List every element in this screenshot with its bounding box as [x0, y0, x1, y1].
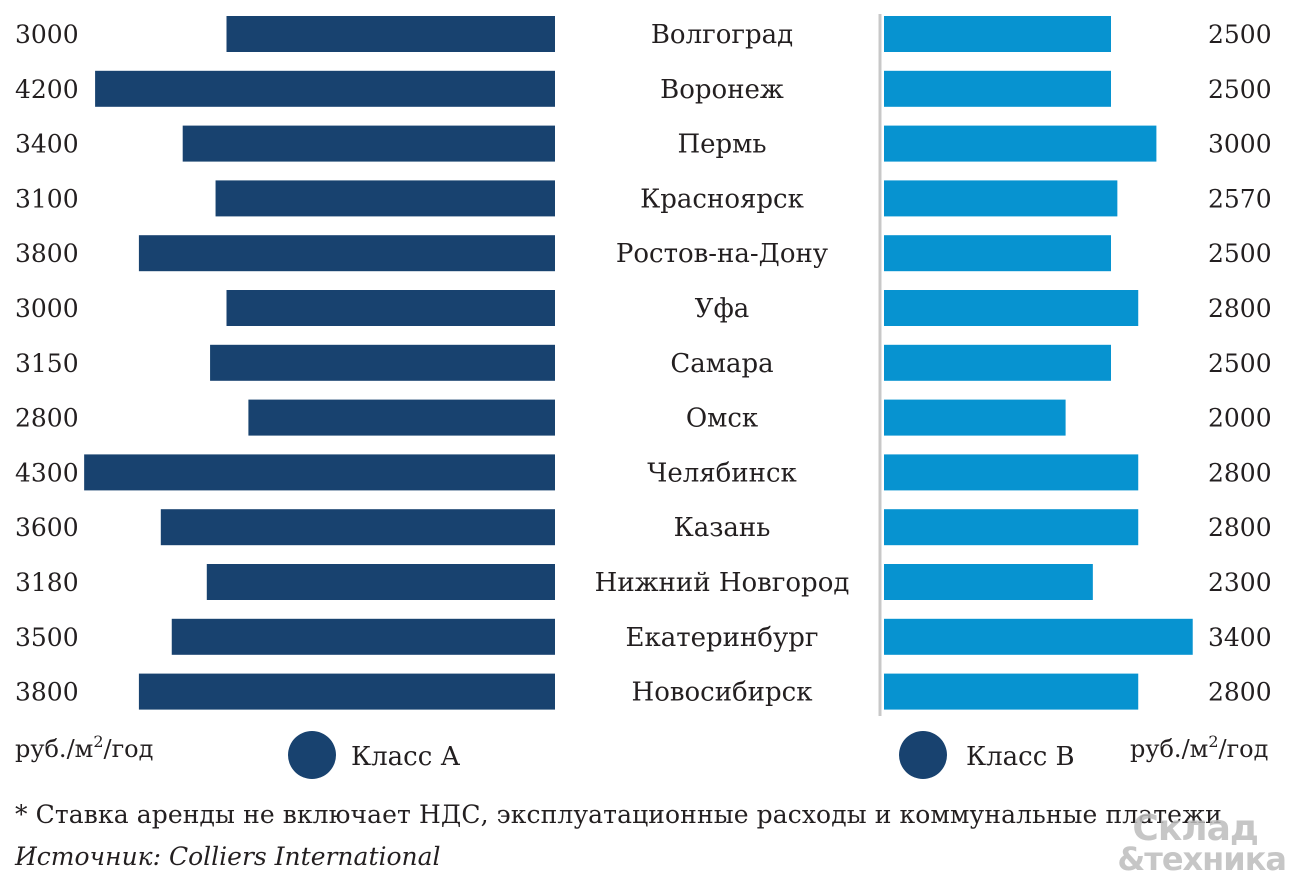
- category-label: Пермь: [677, 130, 766, 160]
- legend-label-class-b: Класс В: [966, 742, 1075, 772]
- value-label-class-a: 3100: [15, 184, 79, 213]
- value-label-class-a: 3600: [15, 513, 79, 542]
- value-label-class-a: 3180: [15, 568, 79, 597]
- category-label: Уфа: [695, 294, 750, 324]
- value-label-class-b: 2800: [1208, 678, 1272, 707]
- category-label: Нижний Новгород: [595, 568, 850, 598]
- bar-class-b: [884, 454, 1139, 491]
- category-label: Казань: [674, 513, 771, 543]
- value-label-class-a: 3400: [15, 130, 79, 159]
- value-label-class-b: 2570: [1208, 184, 1272, 213]
- category-label: Самара: [670, 349, 773, 379]
- value-label-class-a: 3150: [15, 349, 79, 378]
- value-label-class-b: 2300: [1208, 568, 1272, 597]
- value-label-class-b: 2500: [1208, 239, 1272, 268]
- bar-class-b: [884, 180, 1118, 217]
- unit-label-left: руб./м2/год: [15, 732, 153, 763]
- bar-class-b: [884, 16, 1111, 52]
- bar-class-b: [884, 673, 1139, 710]
- value-label-class-b: 2500: [1208, 75, 1272, 104]
- bar-class-a: [248, 399, 555, 436]
- bar-class-a: [95, 70, 555, 107]
- unit-label-right: руб./м2/год: [1130, 732, 1268, 763]
- bar-class-a: [138, 235, 555, 272]
- bar-class-a: [215, 180, 556, 217]
- category-label: Красноярск: [640, 184, 804, 214]
- source-note: Источник: Colliers International: [15, 842, 441, 871]
- legend-marker-class-a: [288, 731, 336, 779]
- category-label: Волгоград: [651, 20, 793, 50]
- bar-class-a: [206, 564, 556, 600]
- footnote: * Ставка аренды не включает НДС, эксплуа…: [15, 800, 1222, 829]
- value-label-class-a: 4300: [15, 458, 79, 487]
- bar-class-a: [226, 16, 555, 52]
- rent-rates-chart: 3000 Волгоград 2500 4200 Воронеж 2500 3400 Перм…: [15, 14, 1272, 779]
- value-label-class-b: 2800: [1208, 458, 1272, 487]
- bar-class-a: [84, 454, 556, 491]
- bar-class-b: [884, 235, 1111, 272]
- category-label: Ростов-на-Дону: [616, 239, 828, 269]
- bar-class-a: [171, 618, 555, 655]
- legend-label-class-a: Класс А: [351, 742, 461, 772]
- bar-class-a: [210, 344, 555, 381]
- value-label-class-b: 3400: [1208, 623, 1272, 652]
- bar-class-b: [884, 344, 1111, 381]
- bar-class-a: [182, 125, 555, 162]
- bar-class-a: [160, 509, 556, 546]
- bar-class-b: [884, 564, 1093, 600]
- category-label: Екатеринбург: [625, 623, 818, 653]
- bar-class-b: [884, 290, 1139, 326]
- value-label-class-b: 2800: [1208, 513, 1272, 542]
- logo-line1: Склад: [1132, 808, 1259, 849]
- value-label-class-a: 2800: [15, 404, 79, 433]
- bar-class-b: [884, 509, 1139, 546]
- bar-class-b: [884, 399, 1066, 436]
- bar-class-a: [226, 290, 555, 326]
- publisher-logo: Склад &техника: [1076, 808, 1287, 878]
- value-label-class-a: 3000: [15, 20, 79, 49]
- bar-class-a: [138, 673, 555, 710]
- value-label-class-a: 4200: [15, 75, 79, 104]
- legend-marker-class-b: [899, 731, 947, 779]
- bar-class-b: [884, 618, 1193, 655]
- value-label-class-a: 3500: [15, 623, 79, 652]
- value-label-class-a: 3800: [15, 239, 79, 268]
- category-label: Омск: [686, 404, 758, 434]
- bar-class-b: [884, 70, 1111, 107]
- value-label-class-b: 2800: [1208, 294, 1272, 323]
- value-label-class-b: 3000: [1208, 130, 1272, 159]
- bar-class-b: [884, 125, 1157, 162]
- value-label-class-b: 2500: [1208, 349, 1272, 378]
- value-label-class-b: 2000: [1208, 404, 1272, 433]
- category-label: Воронеж: [660, 75, 784, 105]
- value-label-class-b: 2500: [1208, 20, 1272, 49]
- category-label: Новосибирск: [632, 678, 813, 708]
- logo-line2: &техника: [1117, 840, 1287, 878]
- value-label-class-a: 3800: [15, 678, 79, 707]
- value-label-class-a: 3000: [15, 294, 79, 323]
- category-label: Челябинск: [647, 458, 797, 488]
